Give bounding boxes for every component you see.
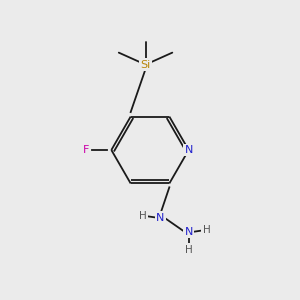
Text: N: N [184,227,193,237]
Text: H: H [202,225,210,236]
Text: F: F [83,145,89,155]
Text: N: N [156,213,165,223]
Text: Si: Si [140,59,151,70]
Text: H: H [185,245,193,255]
Text: N: N [184,145,193,155]
Text: H: H [139,211,146,221]
